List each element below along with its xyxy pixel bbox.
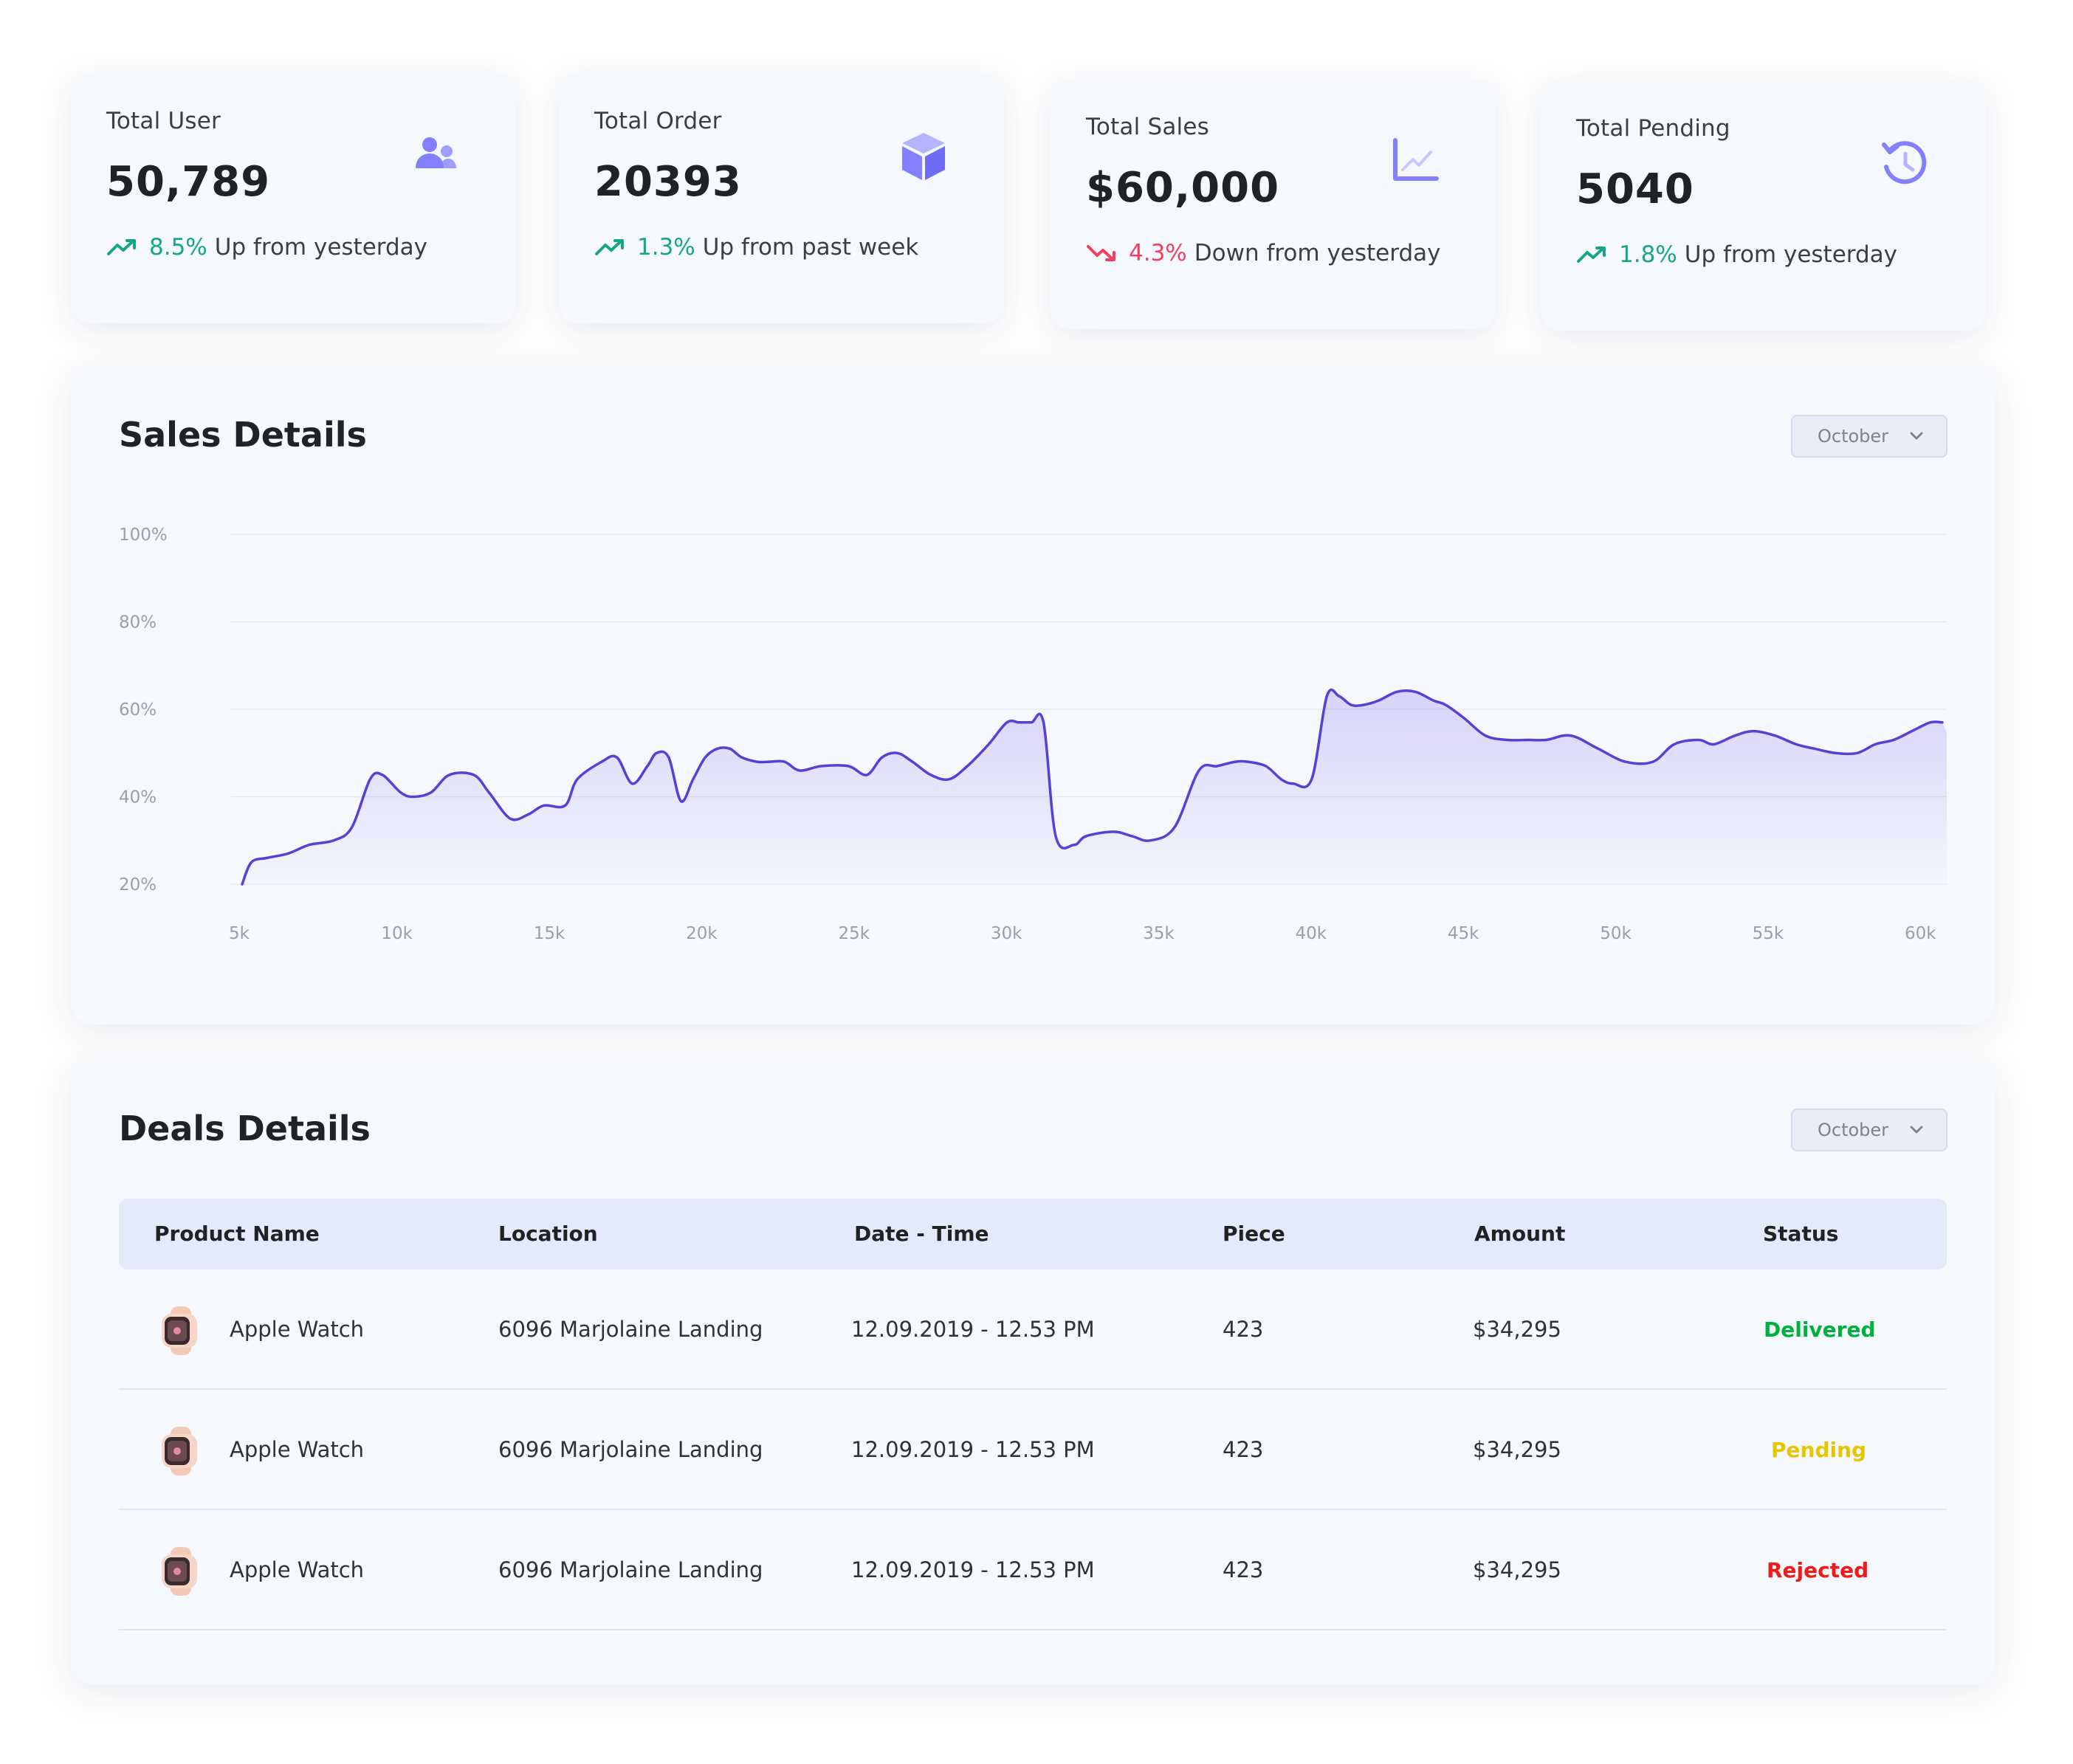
- trend-down-icon: [1087, 245, 1115, 261]
- x-tick-label: 55k: [1753, 924, 1784, 943]
- stat-value: 20393: [594, 158, 742, 206]
- stat-card-total-pending: Total Pending 5040 1.8% Up from yesterda…: [1541, 81, 1986, 331]
- deals-details-panel: Deals Details October Product Name Locat…: [71, 1060, 1995, 1684]
- product-name: Apple Watch: [230, 1317, 365, 1342]
- x-tick-label: 45k: [1448, 924, 1479, 943]
- sales-month-value: October: [1818, 426, 1889, 447]
- line-chart-icon: [1393, 138, 1439, 181]
- stat-card-total-order: Total Order 20393 1.3% Up from past week: [559, 74, 1004, 323]
- stat-label: Total Sales: [1086, 114, 1209, 140]
- stat-trend-text: Down from yesterday: [1194, 240, 1441, 266]
- location: 6096 Marjolaine Landing: [498, 1557, 763, 1582]
- x-tick-label: 10k: [381, 924, 413, 943]
- y-tick-label: 80%: [119, 613, 157, 633]
- x-tick-label: 30k: [991, 924, 1022, 943]
- column-header-piece: Piece: [1223, 1222, 1285, 1246]
- x-tick-label: 50k: [1600, 924, 1632, 943]
- stat-trend-percent: 8.5%: [149, 234, 207, 261]
- deals-table-header: Product Name Location Date - Time Piece …: [119, 1199, 1947, 1269]
- stat-trend-percent: 4.3%: [1129, 240, 1187, 266]
- location: 6096 Marjolaine Landing: [498, 1317, 763, 1342]
- date-time: 12.09.2019 - 12.53 PM: [851, 1557, 1095, 1582]
- x-tick-label: 35k: [1143, 924, 1175, 943]
- date-time: 12.09.2019 - 12.53 PM: [851, 1437, 1095, 1462]
- x-tick-label: 40k: [1296, 924, 1327, 943]
- box-icon: [902, 133, 945, 180]
- status-badge: Delivered: [1764, 1317, 1876, 1342]
- column-header-product: Product Name: [154, 1222, 320, 1246]
- column-header-amount: Amount: [1474, 1222, 1566, 1246]
- amount: $34,295: [1473, 1317, 1561, 1342]
- stat-trend: 4.3% Down from yesterday: [1086, 240, 1460, 266]
- table-row[interactable]: Apple Watch 6096 Marjolaine Landing 12.0…: [119, 1510, 1947, 1630]
- table-row[interactable]: Apple Watch 6096 Marjolaine Landing 12.0…: [119, 1390, 1947, 1510]
- stat-label: Total User: [106, 108, 221, 134]
- y-tick-label: 40%: [119, 788, 157, 807]
- stat-trend-text: Up from past week: [702, 234, 919, 261]
- stat-trend-text: Up from yesterday: [1684, 241, 1897, 268]
- y-tick-label: 20%: [119, 875, 157, 895]
- sales-details-title: Sales Details: [119, 415, 367, 455]
- x-tick-label: 20k: [686, 924, 718, 943]
- trend-up-icon: [1577, 247, 1606, 263]
- stat-trend: 8.5% Up from yesterday: [106, 234, 481, 261]
- stat-label: Total Pending: [1576, 115, 1730, 142]
- product-name: Apple Watch: [230, 1557, 365, 1582]
- status-badge: Rejected: [1767, 1558, 1869, 1582]
- deals-month-value: October: [1818, 1120, 1889, 1140]
- date-time: 12.09.2019 - 12.53 PM: [851, 1317, 1095, 1342]
- trend-up-icon: [107, 239, 136, 255]
- users-icon: [416, 137, 456, 168]
- amount: $34,295: [1473, 1437, 1561, 1462]
- stat-trend: 1.8% Up from yesterday: [1576, 241, 1950, 268]
- stat-card-total-user: Total User 50,789 8.5% Up from yesterday: [71, 74, 516, 323]
- piece: 423: [1223, 1317, 1264, 1342]
- trend-up-icon: [595, 239, 624, 255]
- apple-watch-thumbnail: [162, 1427, 197, 1475]
- x-tick-label: 60k: [1905, 924, 1936, 943]
- column-header-datetime: Date - Time: [854, 1222, 989, 1246]
- stat-trend: 1.3% Up from past week: [594, 234, 969, 261]
- x-tick-label: 25k: [838, 924, 870, 943]
- stat-value: 50,789: [106, 158, 271, 206]
- stat-trend-text: Up from yesterday: [214, 234, 427, 261]
- sales-chart: 20% 40% 60% 80% 100% 5k 10k 15k 20k 25k 30k 35k 40k…: [119, 526, 1947, 943]
- chevron-down-icon: [1910, 432, 1923, 440]
- stat-card-total-sales: Total Sales $60,000 4.3% Down from yeste…: [1051, 80, 1496, 329]
- product-name: Apple Watch: [230, 1437, 365, 1462]
- stat-trend-percent: 1.8%: [1619, 241, 1677, 268]
- apple-watch-thumbnail: [162, 1306, 197, 1355]
- sales-month-select[interactable]: October: [1791, 415, 1947, 458]
- stat-trend-percent: 1.3%: [637, 234, 695, 261]
- stat-value: $60,000: [1086, 164, 1280, 212]
- piece: 423: [1223, 1437, 1264, 1462]
- y-tick-label: 60%: [119, 700, 157, 720]
- apple-watch-thumbnail: [162, 1547, 197, 1596]
- status-badge: Pending: [1771, 1438, 1867, 1462]
- x-tick-label: 5k: [229, 924, 250, 943]
- amount: $34,295: [1473, 1557, 1561, 1582]
- sales-details-panel: 20% 40% 60% 80% 100% 5k 10k 15k 20k 25k 30k 35k 40k…: [71, 366, 1995, 1024]
- chevron-down-icon: [1910, 1126, 1923, 1134]
- history-icon: [1882, 141, 1927, 185]
- location: 6096 Marjolaine Landing: [498, 1437, 763, 1462]
- x-tick-label: 15k: [534, 924, 565, 943]
- deals-month-select[interactable]: October: [1791, 1109, 1947, 1151]
- table-row[interactable]: Apple Watch 6096 Marjolaine Landing 12.0…: [119, 1269, 1947, 1390]
- sales-line: [241, 688, 1944, 886]
- y-tick-label: 100%: [119, 526, 168, 545]
- column-header-status: Status: [1763, 1222, 1839, 1246]
- stat-value: 5040: [1576, 165, 1694, 213]
- column-header-location: Location: [498, 1222, 598, 1246]
- piece: 423: [1223, 1557, 1264, 1582]
- stat-label: Total Order: [594, 108, 722, 134]
- deals-details-title: Deals Details: [119, 1109, 371, 1148]
- sales-area: [242, 689, 1947, 884]
